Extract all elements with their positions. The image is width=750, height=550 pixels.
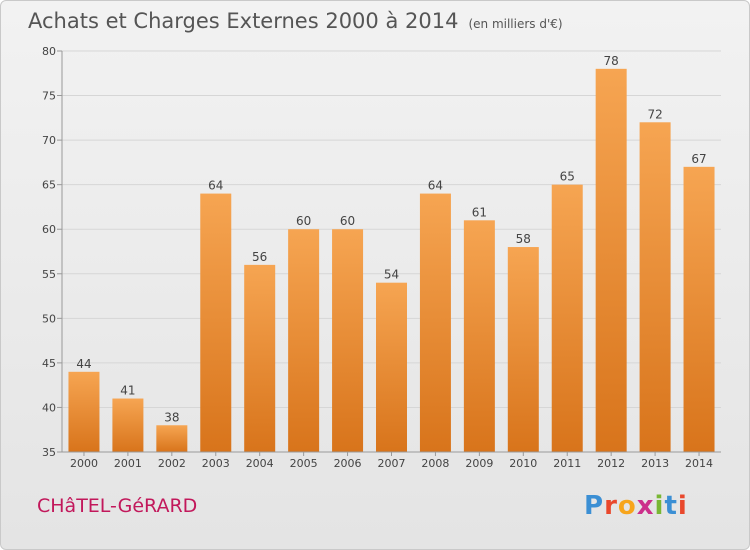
- x-tick-label: 2007: [378, 457, 406, 470]
- bar-2001: [112, 398, 144, 452]
- data-label: 64: [428, 179, 443, 193]
- bar-2002: [156, 425, 188, 452]
- y-tick-label: 70: [42, 134, 56, 147]
- data-label: 60: [340, 214, 355, 228]
- bar-2007: [376, 282, 407, 452]
- y-tick-label: 45: [42, 357, 56, 370]
- data-label: 41: [120, 384, 135, 398]
- y-tick-label: 50: [42, 312, 56, 325]
- proxiti-logo: Proxiti: [584, 491, 688, 521]
- bar-2003: [200, 193, 232, 453]
- y-tick-label: 75: [42, 90, 56, 103]
- data-label: 61: [472, 205, 487, 219]
- data-label: 60: [296, 214, 311, 228]
- logo-letter: i: [677, 491, 688, 521]
- logo-letter: i: [654, 491, 665, 521]
- chart-subtitle: (en milliers d'€): [468, 17, 563, 31]
- x-tick-label: 2013: [641, 457, 669, 470]
- x-tick-label: 2003: [202, 457, 230, 470]
- logo-letter: x: [636, 491, 655, 521]
- x-tick-label: 2008: [421, 457, 449, 470]
- bar-2011: [551, 184, 583, 452]
- commune-name: CHâTEL-GéRARD: [37, 495, 198, 517]
- x-tick-label: 2000: [70, 457, 98, 470]
- logo-letter: t: [664, 491, 678, 521]
- chart-title: Achats et Charges Externes 2000 à 2014 (e…: [28, 9, 563, 33]
- logo-letter: r: [604, 491, 618, 521]
- bar-2013: [639, 122, 671, 453]
- bars: [68, 68, 715, 453]
- bar-2008: [419, 193, 451, 453]
- y-tick-label: 65: [42, 179, 56, 192]
- axes: 35 40 45 50 55 60 65 70 75 80 2000 2001 2002 2003 2004…: [42, 45, 721, 470]
- y-tick-label: 55: [42, 268, 56, 281]
- x-tick-label: 2009: [465, 457, 493, 470]
- data-label: 54: [384, 268, 399, 282]
- bar-2004: [244, 264, 276, 452]
- data-label: 78: [604, 54, 619, 68]
- x-tick-label: 2004: [246, 457, 274, 470]
- bar-2000: [68, 371, 100, 452]
- y-tick-label: 35: [42, 446, 56, 459]
- bar-2005: [288, 229, 320, 452]
- x-tick-label: 2010: [509, 457, 537, 470]
- data-label: 58: [516, 232, 531, 246]
- bar-2014: [683, 166, 715, 452]
- data-label: 65: [560, 170, 575, 184]
- y-tick-label: 40: [42, 401, 56, 414]
- logo-letter: o: [617, 491, 637, 521]
- x-tick-label: 2001: [114, 457, 142, 470]
- chart-title-text: Achats et Charges Externes 2000 à 2014: [28, 9, 459, 33]
- labels: 44 41 38 64 56 60 60 54 64 61 58 65 78 72 67: [76, 54, 706, 424]
- x-tick-label: 2002: [158, 457, 186, 470]
- data-label: 64: [208, 179, 223, 193]
- y-tick-label: 80: [42, 45, 56, 58]
- x-tick-label: 2012: [597, 457, 625, 470]
- x-tick-label: 2014: [685, 457, 713, 470]
- data-label: 44: [76, 357, 91, 371]
- x-tick-label: 2006: [334, 457, 362, 470]
- data-label: 56: [252, 250, 267, 264]
- bar-2006: [332, 229, 364, 452]
- data-label: 67: [691, 152, 706, 166]
- x-tick-label: 2005: [290, 457, 318, 470]
- bar-2010: [507, 247, 539, 452]
- x-tick-label: 2011: [553, 457, 581, 470]
- bar-2009: [463, 220, 495, 452]
- bar-2012: [595, 68, 627, 453]
- logo-letter: P: [584, 491, 605, 521]
- data-label: 72: [647, 107, 662, 121]
- y-tick-label: 60: [42, 223, 56, 236]
- data-label: 38: [164, 410, 179, 424]
